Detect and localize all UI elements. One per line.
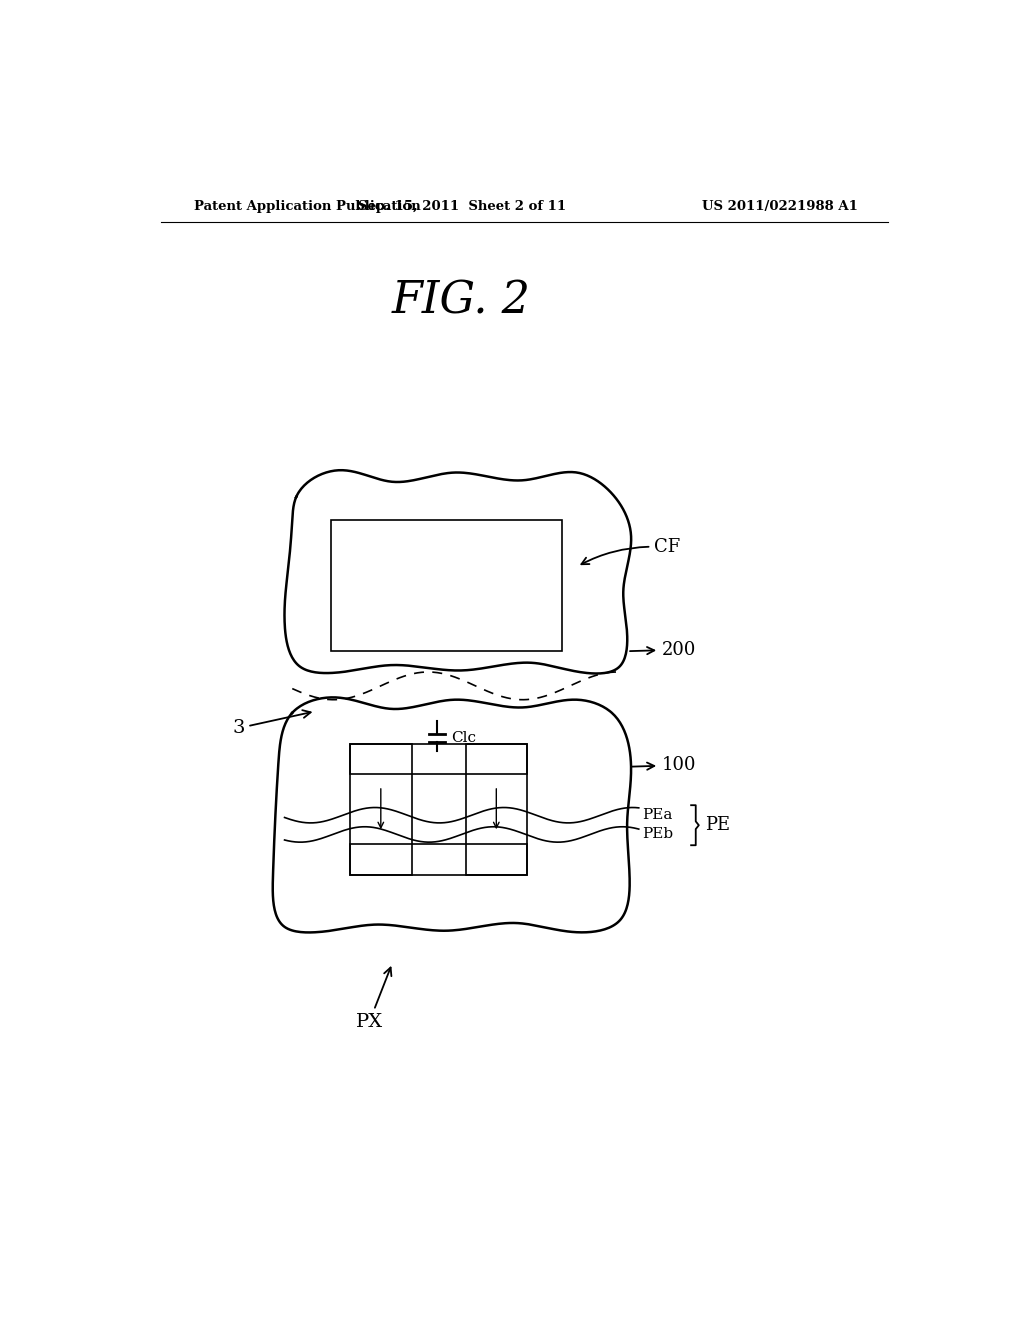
Text: 3: 3 xyxy=(232,710,310,737)
Text: Clc: Clc xyxy=(451,731,476,746)
Text: 200: 200 xyxy=(630,640,696,659)
Text: PEa: PEa xyxy=(643,808,673,822)
Text: Patent Application Publication: Patent Application Publication xyxy=(194,199,421,213)
Text: PEb: PEb xyxy=(643,828,674,841)
Text: Sep. 15, 2011  Sheet 2 of 11: Sep. 15, 2011 Sheet 2 of 11 xyxy=(357,199,565,213)
Text: FIG. 2: FIG. 2 xyxy=(392,280,531,322)
Text: 100: 100 xyxy=(632,756,696,774)
Text: US 2011/0221988 A1: US 2011/0221988 A1 xyxy=(702,199,858,213)
Text: PX: PX xyxy=(355,968,391,1031)
Text: CF: CF xyxy=(582,539,680,564)
Text: PE: PE xyxy=(705,816,730,834)
